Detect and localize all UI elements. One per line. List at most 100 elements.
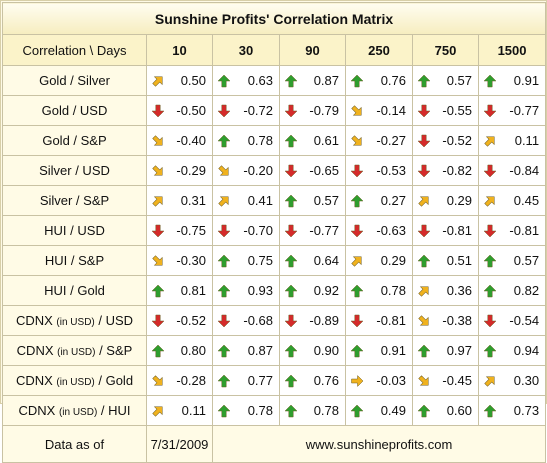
row-label: CDNX (in USD) / S&P bbox=[2, 335, 147, 366]
arrow-up-icon bbox=[217, 254, 231, 268]
header-col-250: 250 bbox=[345, 34, 413, 66]
correlation-cell: -0.27 bbox=[345, 125, 413, 156]
table-title: Sunshine Profits' Correlation Matrix bbox=[1, 2, 547, 35]
correlation-value: -0.55 bbox=[442, 103, 472, 118]
arrow-up-right-icon bbox=[484, 376, 495, 387]
table-row: Gold / Silver 0.50 0.63 0.87 0.76 0.57 0.91 bbox=[2, 65, 547, 96]
header-label: Correlation \ Days bbox=[2, 34, 147, 66]
correlation-value: 0.97 bbox=[446, 343, 472, 358]
header-row: Correlation \ Days 10 30 90 250 750 1500 bbox=[2, 34, 547, 66]
correlation-value: 0.57 bbox=[513, 253, 540, 268]
correlation-cell: 0.41 bbox=[212, 185, 280, 216]
row-label: Gold / S&P bbox=[2, 125, 147, 156]
arrow-down-right-icon bbox=[351, 105, 362, 116]
correlation-value: 0.45 bbox=[513, 193, 540, 208]
row-label: CDNX (in USD) / Gold bbox=[2, 365, 147, 396]
arrow-down-icon bbox=[151, 224, 165, 238]
arrow-up-icon bbox=[217, 284, 231, 298]
arrow-up-icon bbox=[217, 344, 231, 358]
correlation-cell: 0.78 bbox=[212, 395, 280, 426]
correlation-value: -0.65 bbox=[309, 163, 339, 178]
correlation-value: 0.76 bbox=[313, 373, 339, 388]
correlation-value: 0.78 bbox=[313, 403, 339, 418]
correlation-cell: 0.81 bbox=[146, 275, 213, 306]
correlation-cell: 0.11 bbox=[146, 395, 213, 426]
correlation-value: 0.92 bbox=[313, 283, 339, 298]
row-label-suffix: / HUI bbox=[97, 403, 131, 418]
correlation-value: -0.53 bbox=[376, 163, 406, 178]
arrow-up-right-icon bbox=[152, 76, 163, 87]
correlation-cell: 0.45 bbox=[477, 185, 547, 216]
arrow-up-icon bbox=[417, 254, 431, 268]
row-label: HUI / USD bbox=[2, 215, 147, 246]
arrow-up-icon bbox=[284, 404, 298, 418]
correlation-value: -0.50 bbox=[176, 103, 206, 118]
correlation-value: 0.11 bbox=[181, 403, 206, 418]
correlation-value: -0.79 bbox=[309, 103, 339, 118]
arrow-down-icon bbox=[483, 224, 497, 238]
correlation-value: 0.90 bbox=[313, 343, 339, 358]
correlation-cell: 0.92 bbox=[279, 275, 346, 306]
row-label: HUI / S&P bbox=[2, 245, 147, 276]
correlation-value: -0.81 bbox=[376, 313, 406, 328]
correlation-cell: -0.89 bbox=[279, 305, 346, 336]
correlation-value: -0.81 bbox=[442, 223, 472, 238]
correlation-cell: -0.29 bbox=[146, 155, 213, 186]
correlation-value: 0.61 bbox=[313, 133, 339, 148]
arrow-down-right-icon bbox=[218, 165, 229, 176]
row-label: Gold / Silver bbox=[2, 65, 147, 96]
correlation-value: 0.80 bbox=[180, 343, 206, 358]
correlation-value: 0.78 bbox=[247, 133, 273, 148]
correlation-value: 0.63 bbox=[247, 73, 273, 88]
correlation-cell: -0.52 bbox=[146, 305, 213, 336]
correlation-value: 0.29 bbox=[446, 193, 472, 208]
arrow-up-icon bbox=[217, 404, 231, 418]
footer-row: Data as of 7/31/2009 www.sunshineprofits.c… bbox=[2, 425, 547, 463]
row-label-qualifier: (in USD) bbox=[58, 407, 98, 418]
correlation-value: -0.68 bbox=[243, 313, 273, 328]
correlation-value: 0.57 bbox=[313, 193, 339, 208]
arrow-up-right-icon bbox=[152, 196, 163, 207]
row-label: Gold / USD bbox=[2, 95, 147, 126]
correlation-cell: -0.79 bbox=[279, 95, 346, 126]
correlation-cell: 0.73 bbox=[477, 395, 547, 426]
row-label-suffix: / S&P bbox=[95, 343, 133, 358]
arrow-up-icon bbox=[417, 404, 431, 418]
arrow-down-icon bbox=[417, 104, 431, 118]
correlation-value: -0.54 bbox=[509, 313, 540, 328]
arrow-down-icon bbox=[483, 164, 497, 178]
row-label: HUI / Gold bbox=[2, 275, 147, 306]
correlation-cell: -0.45 bbox=[412, 365, 479, 396]
arrow-up-icon bbox=[284, 74, 298, 88]
arrow-down-right-icon bbox=[418, 375, 429, 386]
arrow-up-icon bbox=[350, 344, 364, 358]
arrow-up-icon bbox=[151, 344, 165, 358]
arrow-down-icon bbox=[151, 314, 165, 328]
arrow-down-icon bbox=[217, 314, 231, 328]
data-date: 7/31/2009 bbox=[146, 425, 213, 463]
correlation-cell: -0.20 bbox=[212, 155, 280, 186]
correlation-value: -0.84 bbox=[509, 163, 540, 178]
correlation-cell: -0.77 bbox=[477, 95, 547, 126]
correlation-value: -0.29 bbox=[176, 163, 206, 178]
correlation-value: -0.27 bbox=[376, 133, 406, 148]
website-link[interactable]: www.sunshineprofits.com bbox=[211, 425, 547, 463]
arrow-up-right-icon bbox=[418, 196, 429, 207]
arrow-up-icon bbox=[483, 344, 497, 358]
arrow-up-icon bbox=[483, 404, 497, 418]
row-label-suffix: / USD bbox=[94, 313, 134, 328]
arrow-down-right-icon bbox=[152, 255, 163, 266]
correlation-cell: 0.78 bbox=[212, 125, 280, 156]
correlation-cell: 0.90 bbox=[279, 335, 346, 366]
row-label-suffix: / Gold bbox=[94, 373, 134, 388]
correlation-cell: -0.14 bbox=[345, 95, 413, 126]
arrow-down-icon bbox=[350, 314, 364, 328]
arrow-up-right-icon bbox=[484, 136, 495, 147]
header-col-30: 30 bbox=[212, 34, 280, 66]
header-col-750: 750 bbox=[412, 34, 479, 66]
correlation-value: 0.87 bbox=[313, 73, 339, 88]
correlation-cell: 0.49 bbox=[345, 395, 413, 426]
correlation-cell: -0.84 bbox=[477, 155, 547, 186]
data-as-of-label: Data as of bbox=[2, 425, 147, 463]
